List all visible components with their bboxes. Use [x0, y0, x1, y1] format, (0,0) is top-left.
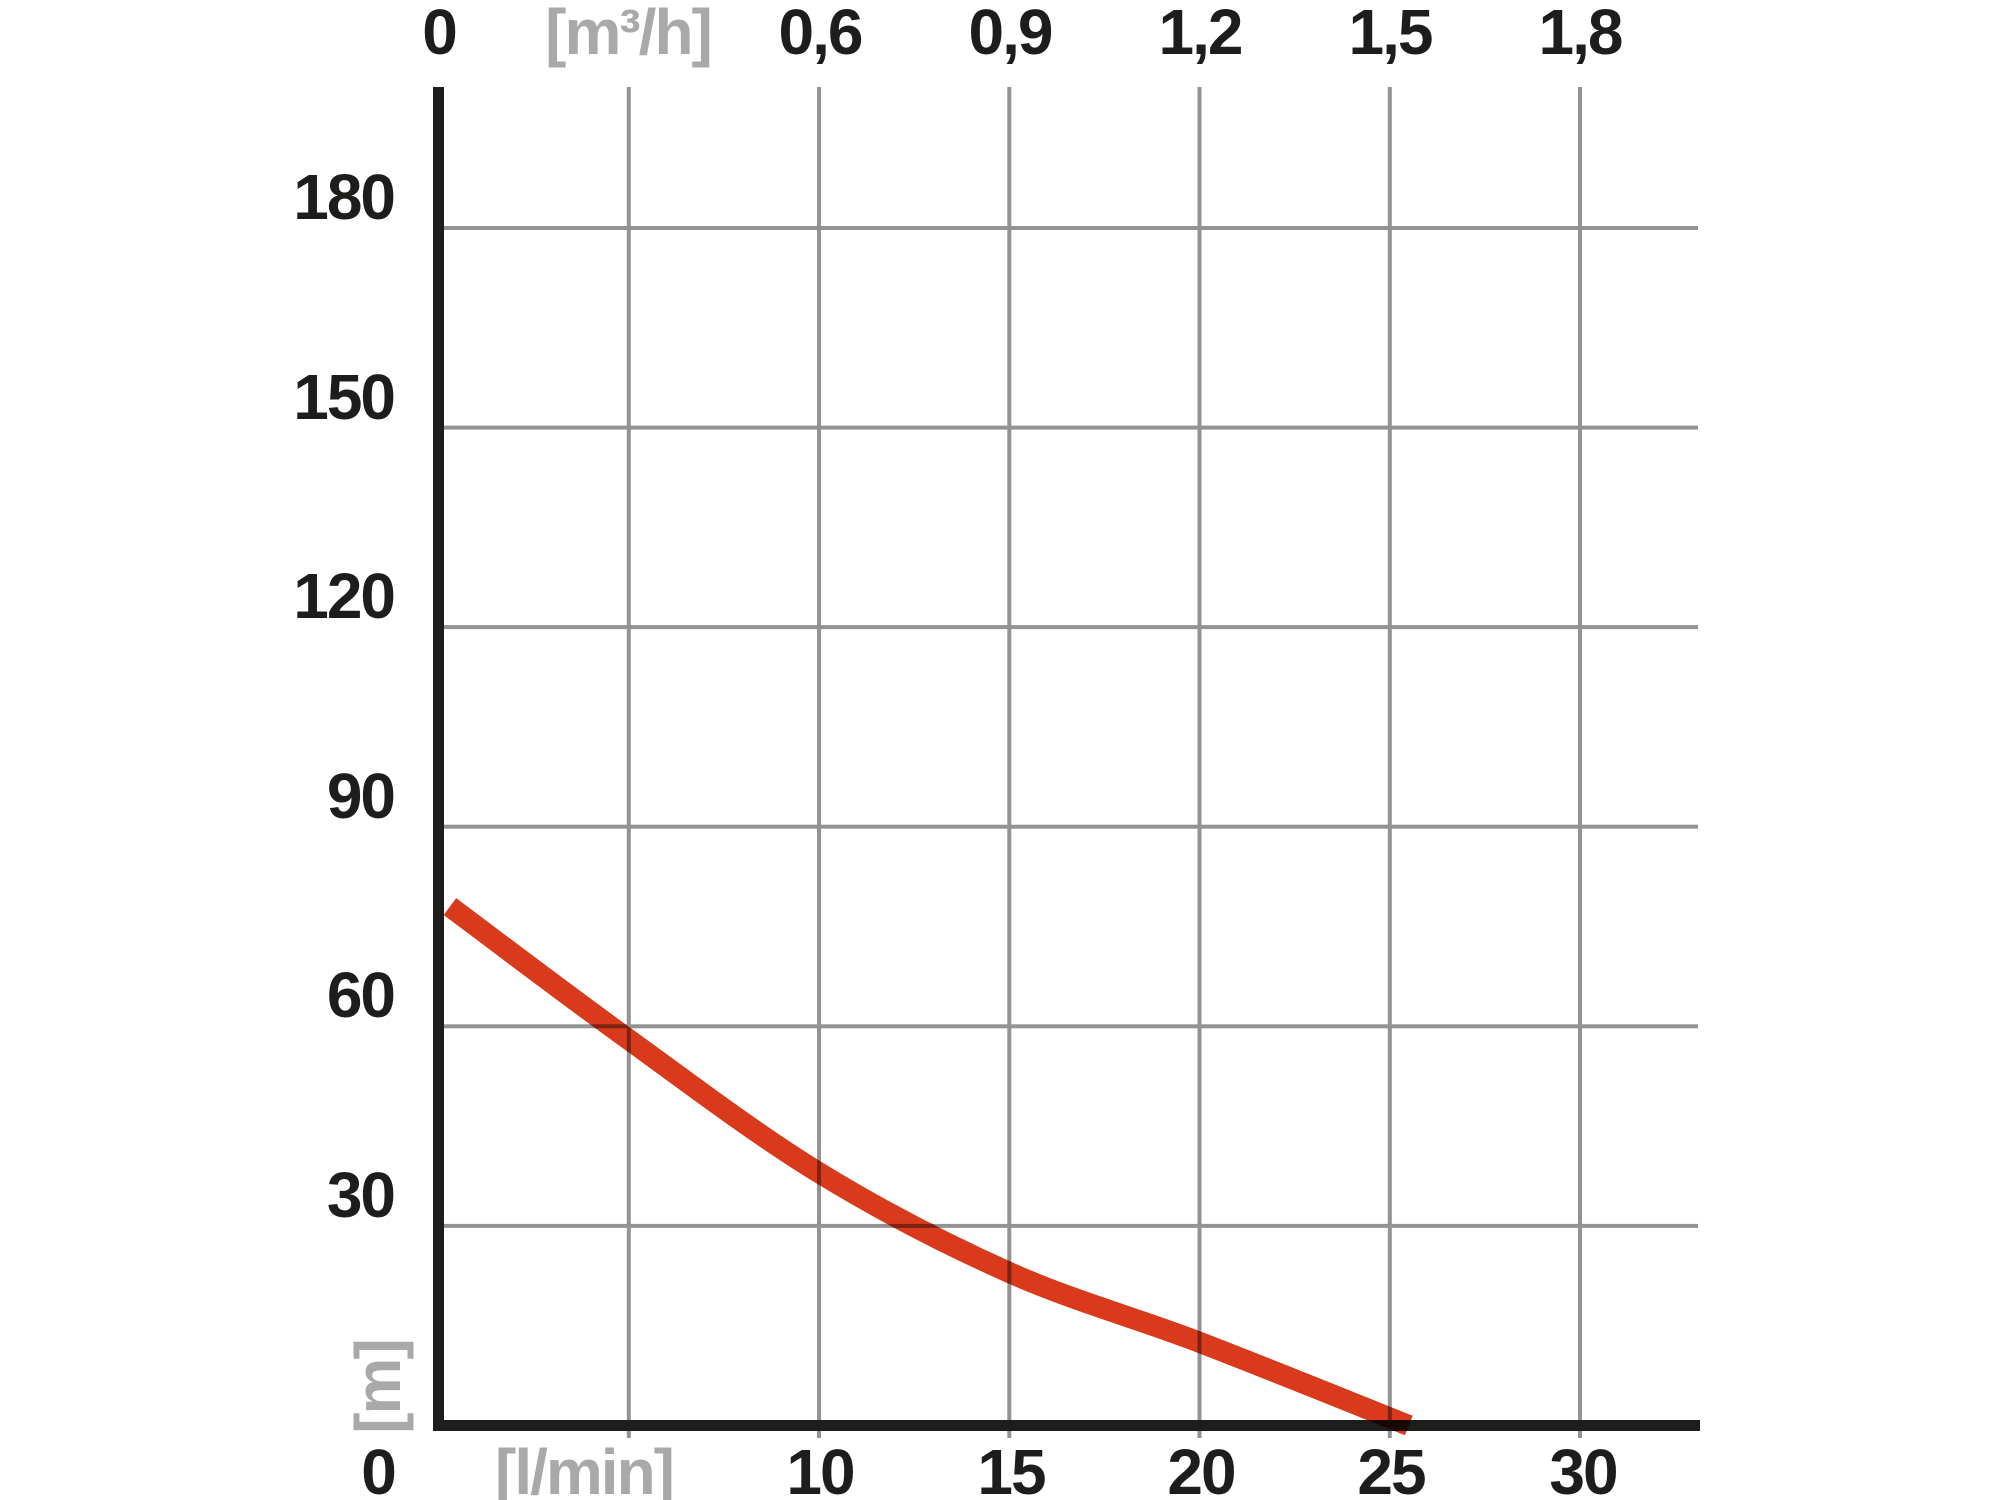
x-axis-line [433, 1420, 1700, 1431]
pump-curve [443, 898, 1413, 1436]
top-tick-label-1-2: 1,2 [1158, 0, 1244, 68]
top-tick-label-0-9: 0,9 [968, 0, 1054, 68]
bottom-tick-label-30: 30 [1549, 1436, 1618, 1500]
unit-label-m3h: [m³/h] [545, 0, 713, 68]
gridline-vertical-20lmin [1197, 87, 1202, 1438]
bottom-tick-label-15: 15 [977, 1436, 1046, 1500]
gridlines [436, 87, 1698, 1438]
y-axis-line [433, 87, 444, 1431]
gridline-horizontal-180m [436, 226, 1698, 230]
bottom-tick-label-10: 10 [786, 1436, 855, 1500]
gridline-vertical-10lmin [817, 87, 821, 1438]
left-tick-label-120: 120 [293, 560, 396, 632]
axes [433, 87, 1700, 1431]
unit-label-m: [m] [342, 1340, 414, 1434]
gridline-vertical-5lmin [626, 87, 631, 1438]
gridline-horizontal-60m [436, 1024, 1698, 1029]
curve-group [443, 898, 1413, 1436]
bottom-tick-label-25: 25 [1357, 1436, 1426, 1500]
left-tick-label-180: 180 [293, 161, 396, 233]
top-tick-label-0-6: 0,6 [778, 0, 864, 68]
bottom-tick-label-0: 0 [361, 1436, 397, 1500]
left-tick-label-90: 90 [326, 760, 396, 832]
unit-label-lmin: [l/min] [495, 1436, 675, 1500]
left-tick-label-60: 60 [326, 959, 396, 1031]
gridline-vertical-25lmin [1387, 87, 1392, 1438]
top-tick-label-1-8: 1,8 [1538, 0, 1624, 68]
left-tick-label-30: 30 [326, 1159, 396, 1231]
left-tick-label-150: 150 [293, 361, 396, 433]
gridline-vertical-15lmin [1007, 87, 1012, 1438]
gridline-horizontal-120m [436, 625, 1698, 630]
gridline-horizontal-150m [436, 425, 1698, 430]
top-tick-label-1-5: 1,5 [1348, 0, 1434, 68]
gridline-horizontal-90m [436, 824, 1698, 829]
gridline-horizontal-30m [436, 1223, 1698, 1228]
gridline-vertical-30lmin [1578, 87, 1582, 1438]
top-tick-label-0: 0 [422, 0, 458, 68]
bottom-tick-label-20: 20 [1167, 1436, 1236, 1500]
